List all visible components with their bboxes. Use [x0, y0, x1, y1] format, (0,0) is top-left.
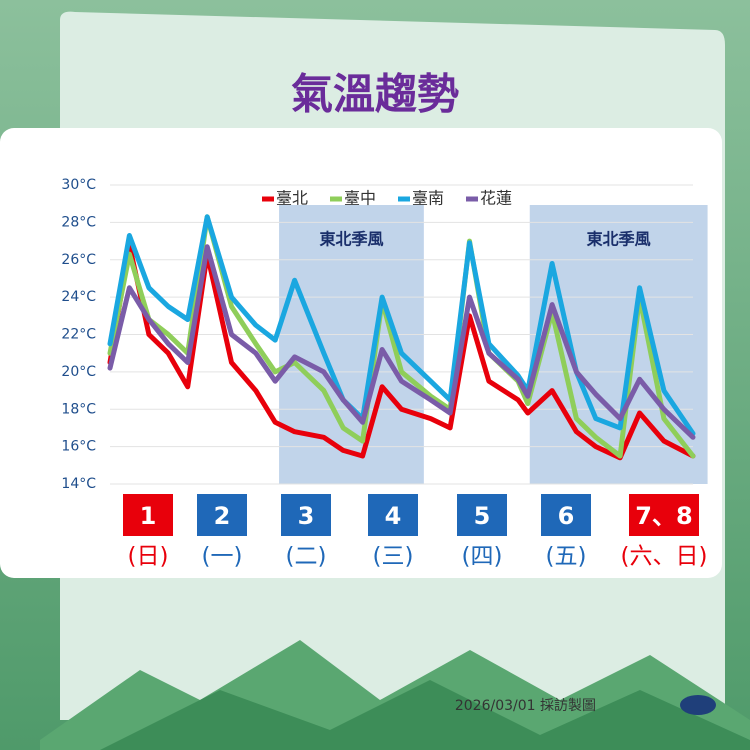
legend-label: 臺南: [412, 189, 444, 208]
series-line: [107, 214, 696, 436]
day-number: 6: [558, 502, 575, 530]
day-box: [457, 494, 507, 536]
day-box: [629, 494, 699, 536]
day-number: 3: [298, 502, 315, 530]
y-tick-label: 20°C: [61, 364, 96, 380]
day-weekday: (一): [202, 544, 243, 570]
day-number: 4: [385, 502, 402, 530]
day-box: [541, 494, 591, 536]
logo: [680, 695, 716, 715]
day-number: 7、8: [635, 502, 692, 530]
legend-label: 花蓮: [480, 189, 512, 208]
day-box: [123, 494, 173, 536]
y-tick-label: 30°C: [61, 177, 96, 193]
y-tick-label: 28°C: [61, 214, 96, 230]
day-box: [281, 494, 331, 536]
y-tick-label: 22°C: [61, 327, 96, 343]
mountains-front: [100, 680, 750, 750]
day-box: [197, 494, 247, 536]
y-tick-label: 24°C: [61, 289, 96, 305]
footer: 2026/03/01 採訪製圖: [455, 698, 596, 714]
title: 氣溫趨勢: [291, 70, 459, 119]
series-line: [107, 242, 696, 461]
legend-label: 臺北: [276, 189, 308, 208]
day-weekday: (五): [546, 544, 587, 570]
day-weekday: (六、日): [621, 544, 708, 570]
series-line: [107, 214, 696, 459]
day-number: 5: [474, 502, 491, 530]
legend-label: 臺中: [344, 189, 376, 208]
monsoon-label: 東北季風: [587, 230, 651, 249]
y-tick-label: 14°C: [61, 476, 96, 492]
day-weekday: (三): [373, 544, 414, 570]
day-weekday: (四): [462, 544, 503, 570]
y-tick-label: 16°C: [61, 439, 96, 455]
series-line: [107, 244, 696, 440]
y-tick-label: 26°C: [61, 252, 96, 268]
day-number: 2: [214, 502, 231, 530]
monsoon-label: 東北季風: [319, 230, 383, 249]
day-number: 1: [140, 502, 157, 530]
day-weekday: (二): [286, 544, 327, 570]
day-box: [368, 494, 418, 536]
y-tick-label: 18°C: [61, 401, 96, 417]
day-weekday: (日): [128, 544, 169, 570]
